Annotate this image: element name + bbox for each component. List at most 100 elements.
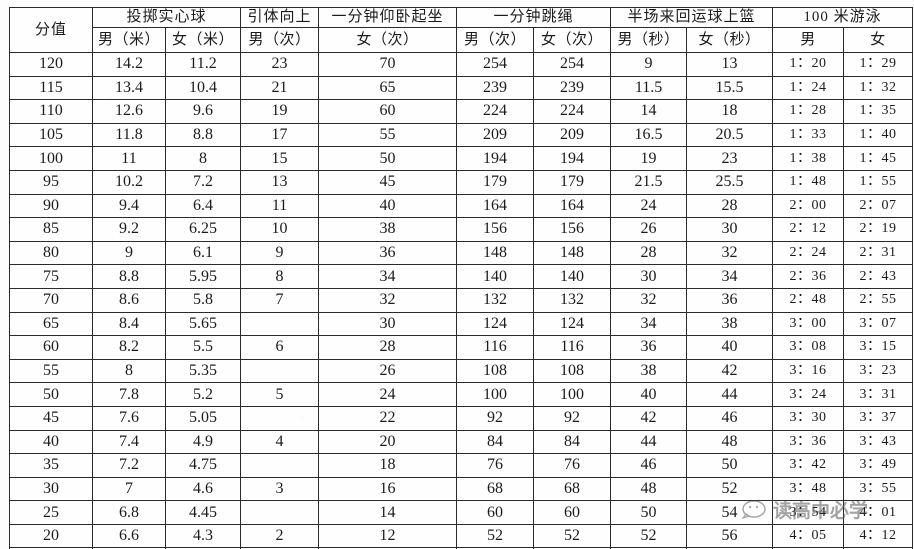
table-cell: 239	[456, 75, 535, 101]
table-row: 45 7.6 5.05 22 92 92 42 46 3：30 3：37	[9, 405, 914, 431]
table-cell: 21	[240, 75, 320, 101]
table-cell: 5.5	[164, 335, 242, 360]
subheader-basketball-male: 男（秒）	[610, 27, 688, 53]
table-cell: 7.2	[92, 453, 166, 478]
table-row: 40 7.4 4.9 4 20 84 84 44 48 3：36 3：43	[9, 429, 914, 455]
table-cell: 3：00	[772, 311, 845, 337]
table-cell: 4：01	[843, 500, 914, 525]
table-cell: 3：36	[772, 429, 845, 455]
table-row: 95 10.2 7.2 13 45 179 179 21.5 25.5 1：48 1：55	[9, 169, 914, 195]
cell-score: 55	[9, 358, 93, 384]
table-cell: 116	[456, 335, 535, 360]
table-cell: 42	[686, 358, 774, 384]
table-cell: 10.4	[164, 75, 242, 101]
cell-score: 70	[9, 287, 93, 313]
table-cell: 2：19	[843, 217, 914, 242]
table-cell: 76	[456, 453, 535, 478]
cell-score: 120	[9, 52, 93, 77]
table-cell: 224	[456, 99, 535, 124]
table-header: 分值 投掷实心球 引体向上 一分钟仰卧起坐 一分钟跳绳 半场来回运球上篮 100…	[9, 7, 914, 53]
table-cell: 46	[610, 453, 688, 478]
table-cell: 3：24	[772, 382, 845, 407]
table-cell: 32	[318, 287, 458, 313]
table-cell: 7	[240, 287, 320, 313]
table-cell: 3：16	[772, 358, 845, 384]
table-cell: 36	[610, 335, 688, 360]
table-cell: 1：38	[772, 146, 845, 171]
table-cell: 209	[456, 122, 535, 148]
table-cell: 3：49	[843, 453, 914, 478]
table-cell: 28	[610, 240, 688, 266]
cell-score: 30	[9, 476, 93, 502]
table-cell: 38	[610, 358, 688, 384]
table-cell: 38	[686, 311, 774, 337]
table-cell: 100	[456, 382, 535, 407]
table-cell	[240, 453, 320, 478]
header-sub-row: 男（米） 女（米） 男（次） 女（次） 男（次） 女（次） 男（秒） 女（秒） …	[10, 27, 914, 53]
subheader-swim-male: 男	[772, 27, 845, 53]
table-cell: 12	[318, 523, 458, 549]
table-cell: 12.6	[92, 99, 166, 124]
table-cell: 4.9	[164, 429, 242, 455]
table-cell: 45	[318, 169, 458, 195]
table-cell: 4：12	[843, 547, 914, 549]
table-cell: 3：55	[843, 476, 914, 502]
table-cell: 2：12	[772, 217, 845, 242]
table-cell: 2：00	[772, 193, 845, 219]
table-cell: 3：48	[772, 476, 845, 502]
table-cell: 3：23	[843, 358, 914, 384]
table-cell: 34	[610, 311, 688, 337]
cell-score: 40	[9, 429, 93, 455]
table-row: 156.44.1510444454584：054：12	[9, 547, 914, 549]
subheader-shotput-female: 女（米）	[164, 27, 242, 53]
cell-score: 115	[9, 75, 93, 101]
cell-score: 25	[9, 500, 93, 525]
table-cell: 124	[533, 311, 612, 337]
table-cell: 36	[686, 287, 774, 313]
cell-score: 20	[9, 523, 93, 549]
table-cell: 44	[533, 547, 612, 549]
table-cell: 4.15	[164, 547, 242, 549]
table-cell: 1：20	[772, 52, 845, 77]
header-group-jumprope: 一分钟跳绳	[456, 7, 612, 28]
table-cell: 148	[456, 240, 535, 266]
table-cell: 156	[533, 217, 612, 242]
table-cell: 18	[686, 99, 774, 124]
table-row: 35 7.2 4.75 18 76 76 46 50 3：42 3：49	[9, 453, 914, 478]
table-cell: 6	[240, 335, 320, 360]
cell-score: 80	[9, 240, 93, 266]
table-cell: 55	[318, 122, 458, 148]
table-cell: 34	[686, 264, 774, 289]
table-cell: 24	[318, 382, 458, 407]
table-cell: 70	[318, 52, 458, 77]
table-row: 90 9.4 6.4 11 40 164 164 24 28 2：00 2：07	[9, 193, 914, 219]
table-cell: 1：32	[843, 75, 914, 101]
table-cell: 4.45	[164, 500, 242, 525]
table-cell	[240, 405, 320, 431]
table-row: 80 9 6.1 9 36 148 148 28 32 2：24 2：31	[9, 240, 914, 266]
table-cell: 3：37	[843, 405, 914, 431]
table-cell: 8.8	[164, 122, 242, 148]
table-row: 25 6.8 4.45 14 60 60 50 54 3：54 4：01	[9, 500, 914, 525]
table-body: 120 14.2 11.2 23 70 254 254 9 13 1：20 1：29 115 13.4 1…	[9, 52, 914, 549]
table-cell: 5.65	[164, 311, 242, 337]
table-cell: 2：07	[843, 193, 914, 219]
table-cell: 54	[686, 500, 774, 525]
table-cell: 4.75	[164, 453, 242, 478]
table-cell: 10	[240, 217, 320, 242]
table-cell: 6.25	[164, 217, 242, 242]
score-standard-table: 分值 投掷实心球 引体向上 一分钟仰卧起坐 一分钟跳绳 半场来回运球上篮 100…	[9, 7, 914, 549]
table-cell: 13	[240, 169, 320, 195]
table-cell: 7.2	[164, 169, 242, 195]
header-group-basketball: 半场来回运球上篮	[610, 7, 774, 28]
table-cell: 21.5	[610, 169, 688, 195]
table-cell: 19	[240, 99, 320, 124]
table-cell: 108	[456, 358, 535, 384]
table-cell: 28	[318, 335, 458, 360]
table-cell: 1：40	[843, 122, 914, 148]
table-cell: 9.4	[92, 193, 166, 219]
table-cell: 8	[92, 358, 166, 384]
table-cell: 26	[318, 358, 458, 384]
table-cell: 48	[686, 429, 774, 455]
